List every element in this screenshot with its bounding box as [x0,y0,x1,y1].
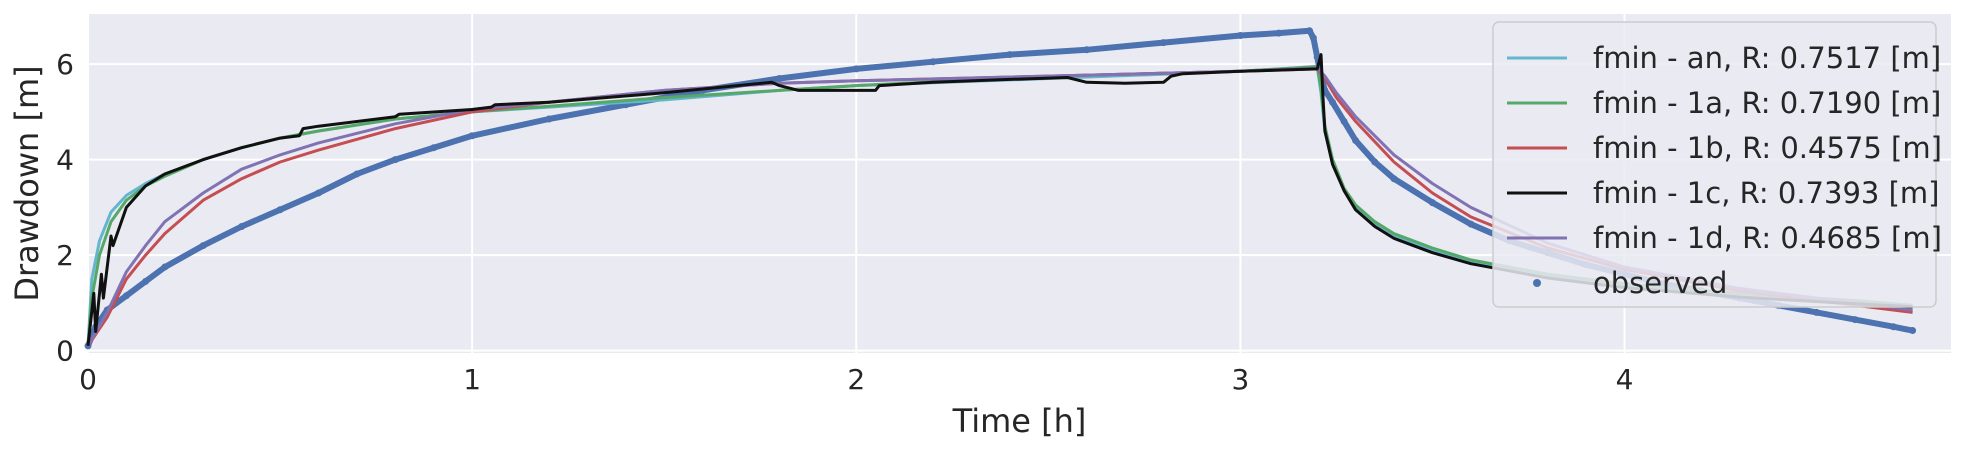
x-axis-label: Time [h] [952,402,1087,440]
legend-label: observed [1593,266,1727,300]
observed-point [852,65,860,73]
y-tick-label: 2 [56,239,74,272]
y-tick-label: 6 [56,48,74,81]
observed-point [1813,308,1821,316]
observed-point [929,58,937,66]
x-tick-label: 3 [1231,363,1249,396]
legend: fmin - an, R: 0.7517 [m] fmin - 1a, R: 0.… [1492,21,1942,308]
x-tick-labels: 0 1 2 3 4 [79,363,1633,396]
legend-item: fmin - 1c, R: 0.7393 [m] [1507,176,1939,210]
series-model-3 [86,53,1913,346]
observed-point [353,170,361,178]
legend-item: fmin - 1d, R: 0.4685 [m] [1507,221,1942,255]
observed-point [1390,175,1398,183]
observed-point [1428,199,1436,207]
observed-point [122,292,130,300]
legend-item: fmin - 1a, R: 0.7190 [m] [1507,86,1941,120]
observed-point [430,144,438,152]
observed-point [1306,27,1314,35]
observed-point [391,156,399,164]
legend-label: fmin - 1b, R: 0.4575 [m] [1593,131,1942,165]
legend-label: fmin - 1a, R: 0.7190 [m] [1593,86,1941,120]
observed-point [161,263,169,271]
y-tick-label: 4 [56,144,74,177]
x-tick-label: 4 [1616,363,1634,396]
legend-item: fmin - an, R: 0.7517 [m] [1507,41,1941,75]
x-tick-label: 0 [79,363,97,396]
legend-box [1492,21,1937,308]
observed-point [1467,220,1475,228]
legend-label: fmin - 1d, R: 0.4685 [m] [1593,221,1942,255]
legend-marker [1533,279,1541,287]
observed-point [1083,46,1091,54]
observed-point [199,242,207,250]
legend-item: fmin - 1b, R: 0.4575 [m] [1507,131,1942,165]
observed-point [1352,137,1360,145]
observed-point [1236,31,1244,39]
observed-point [1329,98,1337,106]
observed-point [1851,316,1859,324]
observed-point [1006,51,1014,59]
y-tick-label: 0 [56,335,74,368]
legend-label: fmin - an, R: 0.7517 [m] [1593,41,1941,75]
legend-label: fmin - 1c, R: 0.7393 [m] [1593,176,1939,210]
observed-point [1889,323,1897,331]
y-tick-labels: 0 2 4 6 [56,48,74,367]
observed-point [1371,158,1379,166]
observed-point [1309,34,1317,42]
x-tick-label: 1 [463,363,481,396]
observed-point [142,277,150,285]
observed-point [468,132,476,140]
observed-point [1340,117,1348,125]
y-axis-label: Drawdown [m] [8,65,46,301]
legend-item: observed [1533,266,1727,300]
series-line [86,53,1913,346]
observed-point [276,206,284,214]
observed-point [1160,39,1168,47]
observed-point [1909,327,1917,335]
x-tick-label: 2 [847,363,865,396]
observed-point [314,189,322,197]
observed-point [545,115,553,123]
observed-point [238,222,246,230]
observed-point [775,74,783,82]
observed-point [1275,29,1283,37]
